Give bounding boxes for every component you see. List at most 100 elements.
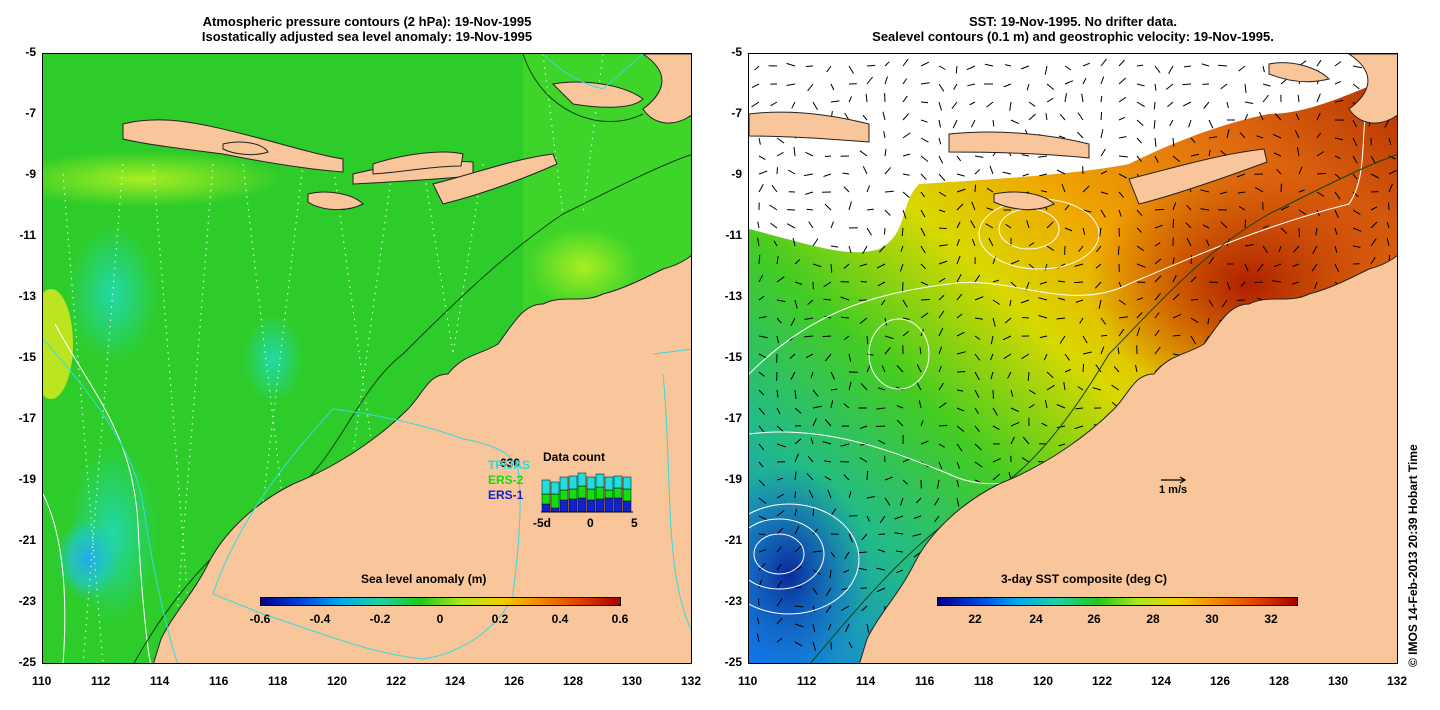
velocity-vector [1136,64,1144,67]
velocity-vector [1352,173,1358,180]
velocity-vector [1010,421,1020,427]
velocity-vector [758,335,768,339]
velocity-vector [974,461,983,468]
velocity-vector [1236,173,1246,178]
velocity-vector [860,281,868,283]
y-tick-label: -25 [18,655,36,669]
velocity-vector [1316,191,1325,197]
velocity-vector [1010,407,1020,413]
data-count-bar [568,498,578,513]
velocity-vector [1038,315,1048,319]
velocity-vector [794,471,797,481]
left-cb-tick: -0.2 [369,612,391,626]
velocity-vector [843,186,850,193]
velocity-vector [786,62,796,67]
velocity-vector [992,425,1000,430]
velocity-vector [758,184,764,193]
velocity-vector [956,479,960,488]
velocity-vector [776,151,784,157]
velocity-vector [1038,155,1048,158]
right-map-sst[interactable]: 1 m/s 3-day SST composite (deg C) 22 24 … [748,53,1398,664]
velocity-vector [757,237,760,247]
velocity-vector [884,476,893,481]
pressure-contours [43,323,152,663]
velocity-vector [1172,313,1182,319]
velocity-vector [1007,371,1012,379]
velocity-vector [1100,334,1108,337]
velocity-vector [866,496,875,499]
velocity-vector [1188,119,1192,128]
velocity-vector [792,237,796,247]
velocity-vector [900,497,904,506]
velocity-vector [1003,83,1012,88]
velocity-vector [966,65,976,71]
velocity-vector [1316,151,1325,157]
velocity-vector [1190,255,1193,265]
velocity-vector [1077,386,1084,391]
velocity-vector [1100,170,1108,175]
velocity-vector [936,479,940,489]
velocity-vector [1262,83,1271,87]
velocity-vector [1244,263,1249,272]
velocity-vector [1388,155,1396,160]
velocity-vector [1044,65,1048,75]
velocity-vector [1118,191,1124,198]
velocity-vector [848,201,852,211]
land-sumba [307,191,364,211]
velocity-vector [1219,191,1228,195]
velocity-vector [1387,202,1390,211]
velocity-vector [1262,65,1265,73]
data-count-bar [568,488,578,500]
velocity-vector [776,598,783,607]
x-tick-label: 116 [209,674,229,688]
velocity-vector [974,335,981,340]
velocity-vector [806,208,814,211]
velocity-vector [804,335,814,338]
velocity-vector [879,515,886,524]
velocity-vector [902,58,909,67]
velocity-vector [902,95,908,103]
velocity-vector [938,310,945,319]
x-tick-label: 118 [974,674,994,688]
velocity-vector [956,313,963,319]
velocity-vector [848,533,853,543]
velocity-vector [1221,299,1228,308]
velocity-vector [1082,209,1092,213]
velocity-vector [822,335,832,338]
velocity-vector [1172,275,1177,283]
velocity-vector [1100,58,1107,67]
left-map-sea-level-anomaly[interactable]: Data count 630 TP/JAS ERS-2 ERS-1 -5d 0 … [42,53,692,664]
velocity-vector [793,147,796,157]
velocity-vector [776,137,785,144]
land-new-guinea [1348,54,1397,124]
velocity-vector [794,438,802,445]
y-tick-label: -13 [18,289,36,303]
velocity-vector [1315,227,1318,236]
velocity-vector [1099,227,1102,237]
velocity-vector [866,353,874,356]
velocity-vector [1059,113,1066,121]
eez-boundaries [43,54,691,663]
velocity-vector [776,167,778,175]
velocity-vector [794,586,802,589]
velocity-vector [877,549,886,553]
velocity-vector [794,641,803,647]
x-tick-label: 126 [504,674,525,688]
velocity-vector [1201,63,1210,67]
velocity-vector [808,489,814,499]
land-australia [859,255,1397,663]
velocity-vector [824,155,832,157]
velocity-vector [1038,297,1048,301]
velocity-vector [1154,155,1159,163]
velocity-vector [1022,436,1030,445]
velocity-vector [1028,101,1036,107]
velocity-vector [916,364,922,373]
velocity-vector [1280,227,1288,234]
x-tick-label: 112 [91,674,111,688]
velocity-vector [794,545,802,553]
velocity-vector [969,101,976,106]
velocity-vector [1056,317,1066,320]
data-count-bar [577,497,587,513]
velocity-vector [1208,256,1215,265]
velocity-vector [866,227,872,236]
